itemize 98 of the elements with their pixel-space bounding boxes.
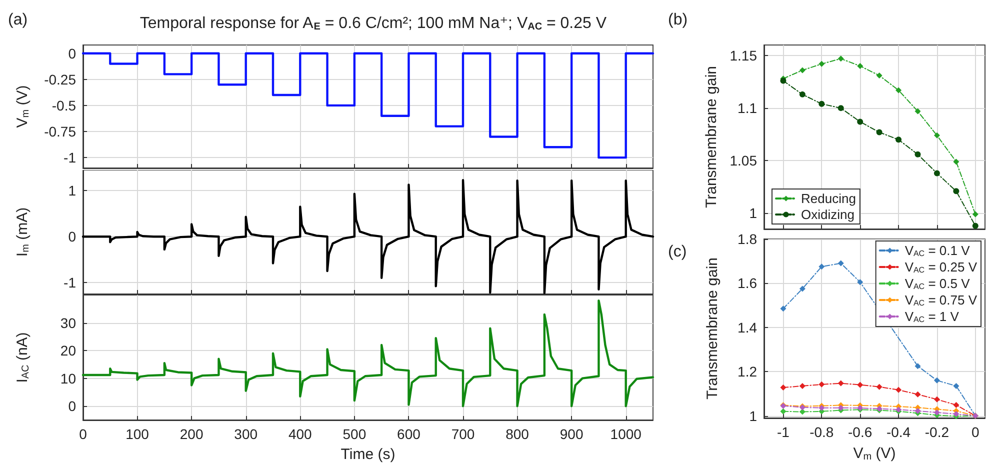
legend-label: VAC = 0.75 V [904, 292, 978, 308]
y-tick-label: 1.1 [738, 100, 758, 116]
point [953, 188, 960, 194]
x-tick-label: -0.6 [848, 424, 872, 440]
x-tick-label: 800 [506, 426, 530, 442]
point [972, 222, 978, 229]
y-axis-title: IAC (nA) [14, 332, 32, 383]
text: (c) [668, 244, 687, 260]
point [838, 260, 844, 266]
point [934, 377, 940, 384]
point [780, 306, 786, 312]
legend-label: Reducing [801, 191, 856, 206]
x-tick-label: 300 [234, 426, 258, 442]
point [818, 60, 825, 67]
x-tick-label: 0 [79, 426, 88, 442]
point [799, 382, 806, 389]
point [914, 151, 921, 158]
point [857, 63, 864, 70]
x-tick-label: 200 [180, 426, 204, 442]
point [914, 408, 921, 414]
y-tick-label: 1.8 [738, 231, 758, 247]
legend-label: VAC = 0.25 V [904, 260, 978, 274]
y-tick-label: 1.4 [738, 319, 758, 336]
y-tick-label: -0.25 [44, 71, 76, 88]
point [972, 211, 978, 218]
point [857, 279, 864, 286]
point [818, 381, 825, 388]
x-tick-label: 900 [560, 426, 584, 442]
text: (a) [8, 12, 28, 28]
point [838, 404, 844, 411]
x-tick-label: -0.8 [810, 424, 834, 440]
point [896, 136, 902, 143]
y-tick-label: -1 [64, 150, 76, 166]
point [953, 402, 960, 408]
y-tick-label: 1 [68, 182, 76, 199]
y-tick-label: 0 [68, 228, 76, 245]
y-axis-title: Im (mA) [14, 207, 32, 257]
y-tick-label: 1.2 [738, 364, 758, 380]
y-tick-label: 1 [749, 205, 758, 222]
point [838, 56, 844, 62]
legend-label: Oxidizing [801, 207, 854, 222]
point [934, 409, 940, 416]
y-axis-title: Transmembrane gain [702, 66, 720, 208]
x-tick-label: 600 [397, 426, 421, 442]
point [838, 380, 844, 386]
point [934, 170, 940, 176]
y-tick-label: 1.6 [738, 275, 758, 292]
point [953, 158, 960, 165]
x-tick-label: 100 [126, 426, 150, 442]
x-axis-title: Time (s) [340, 446, 396, 463]
point [838, 105, 844, 112]
y-tick-label: 20 [60, 342, 76, 359]
point [857, 118, 864, 125]
point [914, 363, 921, 370]
line-series [82, 52, 654, 159]
y-axis-title: Vm (V) [14, 85, 32, 128]
y-tick-label: 0 [68, 398, 76, 414]
point [799, 286, 806, 292]
y-tick-label: 1 [749, 408, 758, 424]
legend-label: VAC = 0.5 V [904, 276, 970, 291]
x-tick-label: 700 [451, 426, 475, 442]
x-tick-label: -0.4 [886, 424, 911, 440]
y-tick-label: 10 [60, 370, 76, 386]
point [934, 132, 940, 138]
point [818, 264, 825, 270]
x-tick-label: -0.2 [924, 424, 950, 440]
point [896, 386, 902, 393]
point [876, 72, 882, 78]
point [953, 382, 960, 389]
legend-label: VAC = 0.1 V [904, 243, 970, 258]
legend-label: VAC = 1 V [904, 309, 960, 324]
y-axis-title: Transmembrane gain [704, 257, 721, 400]
y-tick-label: 1.15 [730, 48, 758, 64]
point [896, 87, 902, 94]
x-tick-label: 500 [342, 426, 366, 442]
y-tick-label: 30 [60, 314, 76, 331]
x-tick-label: -1 [776, 424, 790, 440]
y-tick-label: -0.75 [44, 124, 76, 140]
point [876, 129, 882, 136]
point [818, 100, 825, 107]
point [876, 384, 882, 390]
point [914, 391, 921, 398]
y-tick-label: 1.05 [730, 152, 758, 169]
line-series [82, 299, 654, 408]
text: (b) [668, 12, 688, 28]
y-tick-label: 0 [68, 45, 76, 62]
x-tick-label: 0 [971, 424, 980, 440]
point [799, 67, 806, 74]
point [914, 108, 921, 114]
point [934, 396, 940, 402]
point [799, 91, 806, 98]
point [780, 408, 786, 414]
x-tick-label: 1000 [610, 426, 642, 442]
point [780, 384, 786, 391]
y-tick-label: -0.5 [52, 97, 76, 114]
point [857, 382, 864, 388]
x-tick-label: 400 [288, 426, 312, 442]
y-tick-label: -1 [64, 274, 76, 291]
